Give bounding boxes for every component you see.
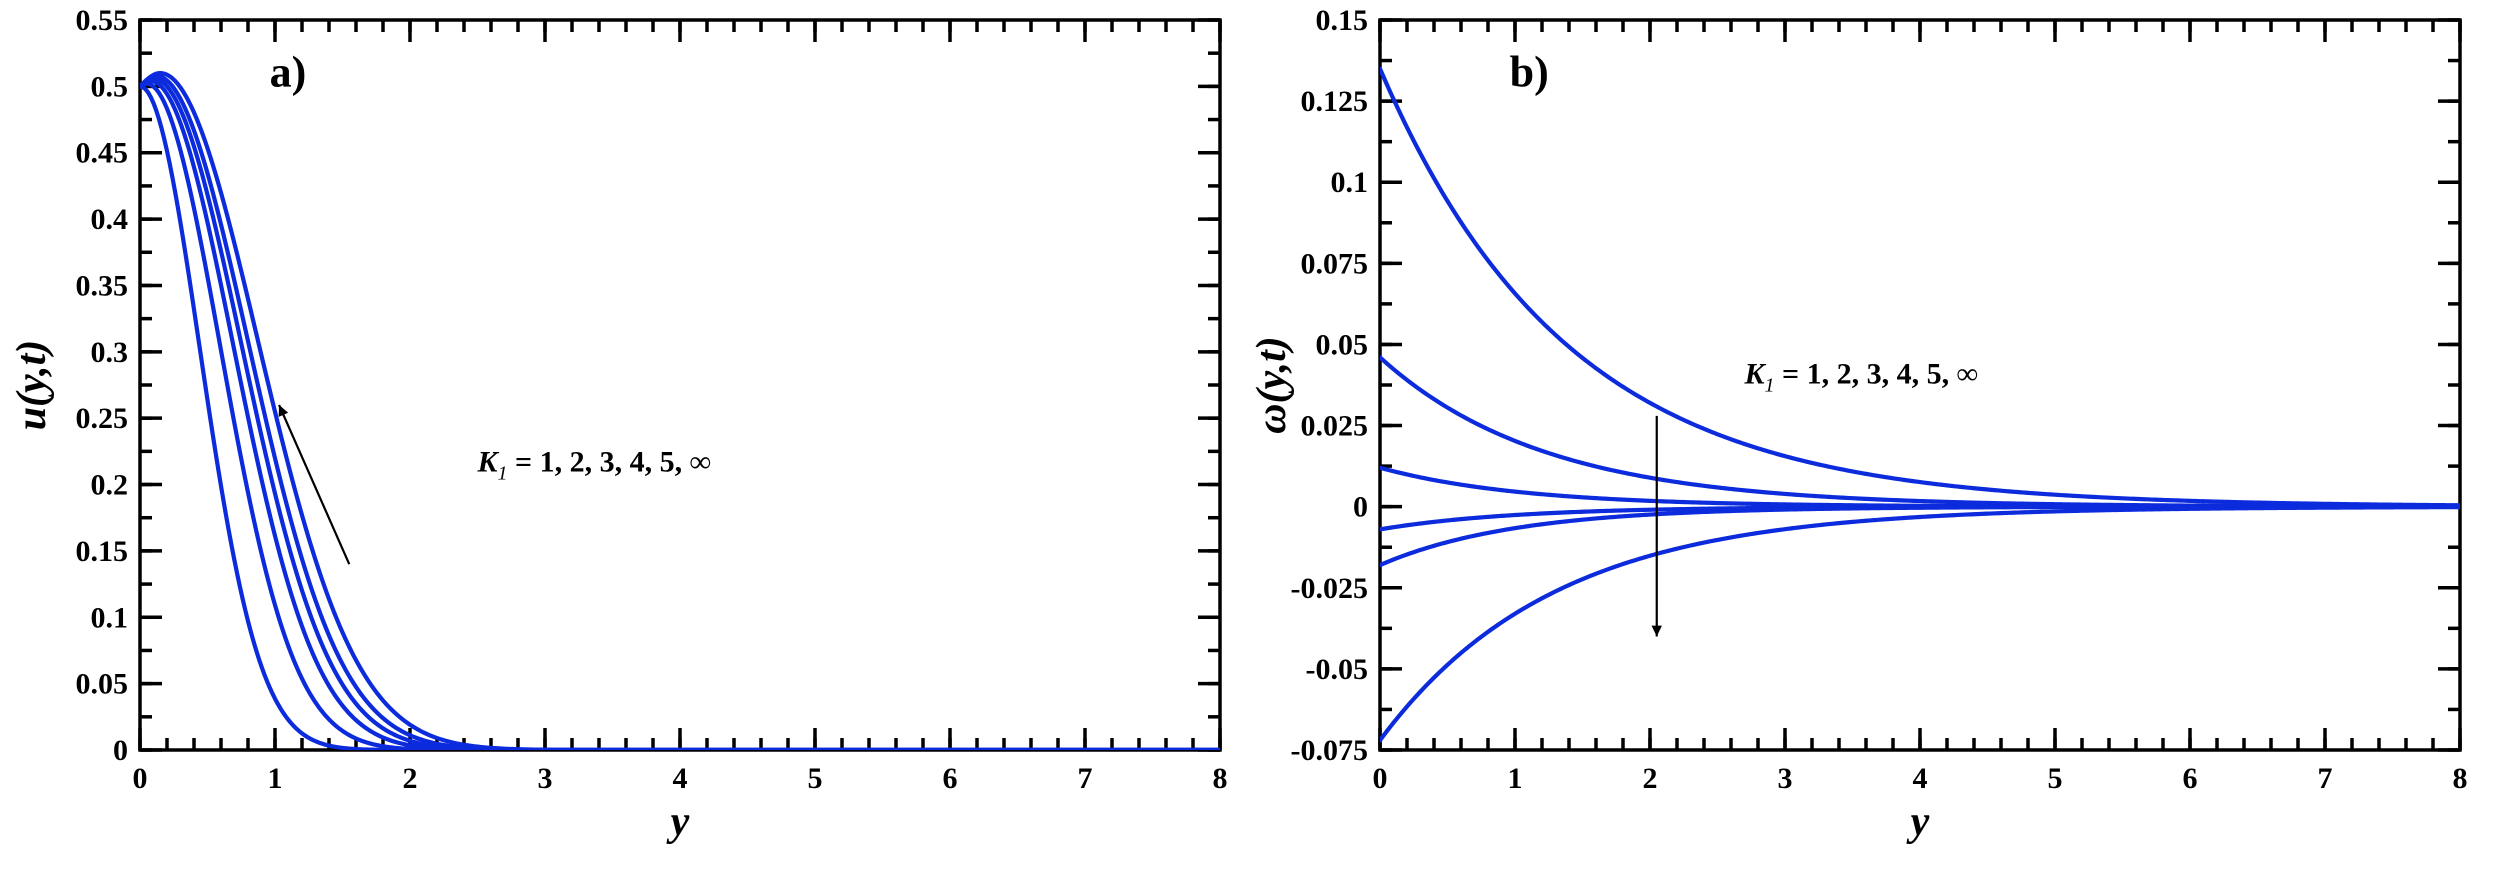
xtick-label: 0	[1373, 762, 1388, 795]
xtick-label: 5	[2048, 762, 2063, 795]
figure-svg: 01234567800.050.10.150.20.250.30.350.40.…	[0, 0, 2511, 870]
xtick-label: 6	[943, 762, 958, 795]
ytick-label: 0.35	[76, 269, 129, 302]
ytick-label: 0.05	[1316, 328, 1369, 361]
ytick-label: 0.15	[1316, 4, 1369, 37]
ytick-label: 0.4	[91, 203, 129, 236]
panel-label: b)	[1510, 48, 1549, 97]
ytick-label: 0.3	[91, 336, 129, 369]
xtick-label: 3	[538, 762, 553, 795]
panel-label: a)	[270, 48, 307, 97]
xtick-label: 7	[1078, 762, 1093, 795]
ytick-label: -0.025	[1291, 572, 1369, 605]
xtick-label: 0	[133, 762, 148, 795]
y-axis-label: u(y,t)	[9, 340, 55, 431]
xtick-label: 3	[1778, 762, 1793, 795]
ytick-label: 0.1	[1331, 166, 1369, 199]
ytick-label: 0.2	[91, 469, 129, 502]
y-axis-label: ω(y,t)	[1249, 336, 1295, 434]
ytick-label: 0.55	[76, 4, 129, 37]
xtick-label: 4	[673, 762, 688, 795]
ytick-label: 0.25	[76, 402, 129, 435]
ytick-label: 0.125	[1301, 85, 1369, 118]
xtick-label: 4	[1913, 762, 1928, 795]
xtick-label: 8	[1213, 762, 1228, 795]
ytick-label: -0.075	[1291, 734, 1369, 767]
xtick-label: 1	[268, 762, 283, 795]
ytick-label: 0	[113, 734, 128, 767]
xtick-label: 7	[2318, 762, 2333, 795]
ytick-label: 0	[1353, 491, 1368, 524]
ytick-label: 0.1	[91, 601, 129, 634]
xtick-label: 5	[808, 762, 823, 795]
ytick-label: 0.025	[1301, 410, 1369, 443]
xtick-label: 1	[1508, 762, 1523, 795]
ytick-label: 0.5	[91, 70, 129, 103]
xtick-label: 8	[2453, 762, 2468, 795]
ytick-label: -0.05	[1306, 653, 1369, 686]
ytick-label: 0.075	[1301, 247, 1369, 280]
ytick-label: 0.45	[76, 137, 129, 170]
ytick-label: 0.05	[76, 668, 129, 701]
xtick-label: 6	[2183, 762, 2198, 795]
xtick-label: 2	[1643, 762, 1658, 795]
ytick-label: 0.15	[76, 535, 129, 568]
xtick-label: 2	[403, 762, 418, 795]
